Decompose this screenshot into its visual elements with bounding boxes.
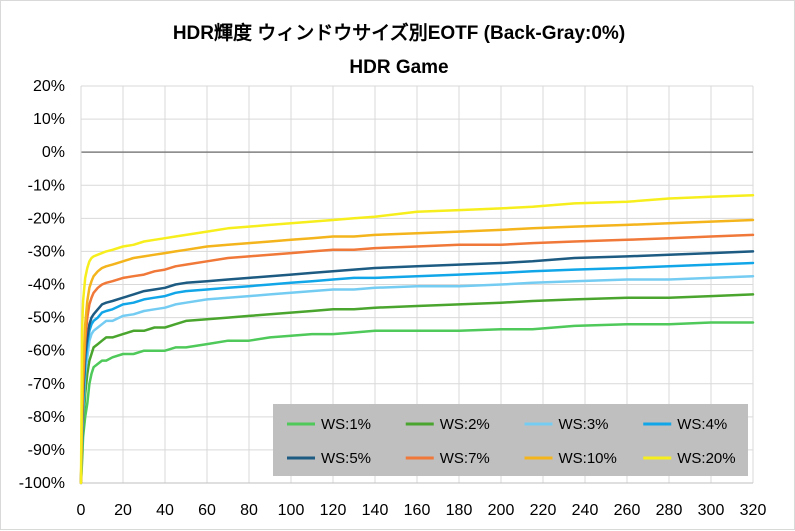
series-line-ws-10-	[79, 218, 755, 485]
series-line-ws-20-	[79, 193, 755, 485]
y-tick-label: -20%	[28, 210, 65, 227]
y-tick-label: -40%	[28, 277, 65, 294]
legend-label: WS:5%	[321, 450, 371, 467]
series-lines	[79, 193, 755, 485]
y-tick-label: -80%	[28, 409, 65, 426]
y-tick-label: -30%	[28, 243, 65, 260]
x-tick-label: 160	[404, 502, 431, 519]
legend-label: WS:2%	[440, 416, 490, 433]
y-tick-label: -70%	[28, 376, 65, 393]
series-line-ws-7-	[79, 233, 755, 485]
legend-label: WS:20%	[677, 450, 735, 467]
y-tick-label: 10%	[33, 111, 65, 128]
x-tick-label: 300	[698, 502, 725, 519]
y-tick-labels: 20% 10% 0% -10% -20% -30% -40% -50% -60% -70% -80%…	[19, 78, 65, 492]
x-tick-labels: 0 20 40 60 80 100 120 140 160 180 200 220 240 260 280 3…	[77, 502, 767, 519]
series-line-ws-4-	[79, 261, 755, 485]
chart-subtitle: HDR Game	[349, 57, 448, 78]
y-tick-label: -100%	[19, 475, 65, 492]
legend-box	[273, 404, 748, 476]
y-tick-label: 0%	[42, 144, 65, 161]
x-tick-label: 260	[614, 502, 641, 519]
series-line-ws-1-	[79, 321, 755, 485]
x-tick-label: 120	[320, 502, 347, 519]
x-tick-label: 220	[530, 502, 557, 519]
y-tick-label: -90%	[28, 442, 65, 459]
x-tick-label: 80	[240, 502, 258, 519]
chart-title: HDR輝度 ウィンドウサイズ別EOTF (Back-Gray:0%)	[173, 21, 625, 44]
y-tick-label: -10%	[28, 177, 65, 194]
x-tick-label: 20	[114, 502, 132, 519]
series-line-ws-5-	[79, 250, 755, 485]
x-tick-label: 240	[572, 502, 599, 519]
y-tick-label: 20%	[33, 78, 65, 95]
x-tick-label: 320	[740, 502, 767, 519]
series-line-ws-2-	[79, 293, 755, 485]
x-tick-label: 280	[656, 502, 683, 519]
legend: WS:1% WS:2% WS:3% WS:4% WS:5% WS:7% WS:10% WS:2…	[273, 404, 748, 476]
x-tick-label: 0	[77, 502, 86, 519]
legend-label: WS:7%	[440, 450, 490, 467]
x-tick-label: 40	[156, 502, 174, 519]
y-tick-label: -50%	[28, 310, 65, 327]
x-tick-label: 100	[278, 502, 305, 519]
legend-label: WS:1%	[321, 416, 371, 433]
series-line-ws-3-	[79, 274, 755, 485]
x-tick-label: 140	[362, 502, 389, 519]
x-tick-label: 200	[488, 502, 515, 519]
x-tick-label: 60	[198, 502, 216, 519]
legend-label: WS:3%	[559, 416, 609, 433]
legend-label: WS:4%	[677, 416, 727, 433]
legend-label: WS:10%	[559, 450, 617, 467]
x-tick-label: 180	[446, 502, 473, 519]
y-tick-label: -60%	[28, 343, 65, 360]
